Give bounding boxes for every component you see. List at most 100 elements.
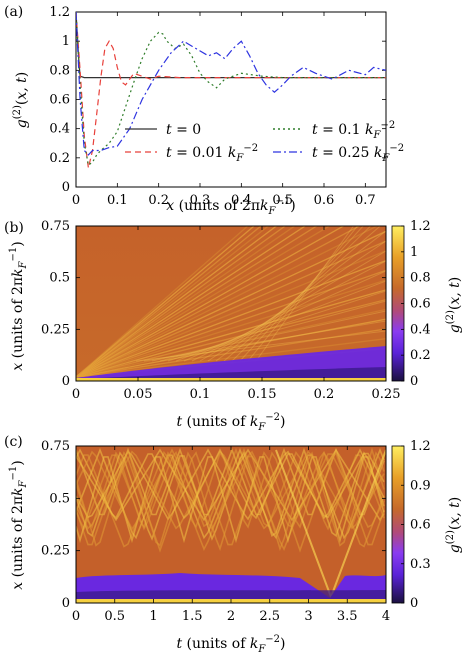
heatmap-fringe — [76, 226, 296, 378]
y-tick-label: 0.6 — [49, 93, 70, 108]
heatmap-fringe — [151, 310, 386, 362]
heatmap-fringe — [76, 450, 385, 530]
x-tick-label: 0.25 — [372, 387, 401, 402]
panel-b-frame — [75, 225, 387, 382]
heatmap-fringe — [76, 279, 386, 378]
heatmap-fringe — [76, 338, 386, 378]
heatmap-fringe — [76, 226, 262, 378]
x-tick-label: 4 — [382, 609, 390, 624]
y-tick-label: 0.5 — [49, 271, 70, 286]
colorbar-tick-label: 1.2 — [410, 219, 431, 234]
heatmap-fringe — [76, 308, 386, 378]
x-tick-label: 2.5 — [259, 609, 280, 624]
y-tick-label: 0.25 — [41, 544, 70, 559]
panel-a-series — [76, 12, 386, 169]
heatmap-fringe — [223, 226, 381, 362]
heatmap-fringe — [135, 330, 386, 362]
panel-b-label: (b) — [4, 220, 24, 236]
y-tick-label: 0 — [62, 596, 70, 611]
x-tick-label: 0.3 — [190, 193, 211, 208]
y-tick-label: 0.25 — [41, 322, 70, 337]
y-tick-label: 0.8 — [49, 63, 70, 78]
panel-c-axes: 0 0.5 1 1.5 2 2.5 3 3.5 4 0 0.25 0.5 0.75 — [41, 439, 390, 624]
svg-text:x (units of 2πkF−1): x (units of 2πkF−1) — [8, 241, 29, 370]
panel-a-label: (a) — [4, 4, 23, 20]
heatmap-fringe — [76, 226, 379, 378]
colorbar-tick-label: 0 — [410, 374, 418, 389]
y-tick-label: 0.2 — [49, 151, 70, 166]
x-tick-label: 0.05 — [124, 387, 153, 402]
colorbar-tick-label: 0.9 — [410, 478, 431, 493]
x-tick-label: 0.1 — [107, 193, 128, 208]
colorbar-tick-label: 0.3 — [410, 557, 431, 572]
colorbar-tick-label: 0.6 — [410, 297, 431, 312]
svg-text:g(2)(x, t): g(2)(x, t) — [445, 497, 463, 554]
heatmap-fringe — [76, 226, 270, 378]
y-tick-label: 0.5 — [49, 491, 70, 506]
panel-b-xlabel: t (units of kF−2) — [176, 412, 285, 433]
colorbar-tick-label: 0.4 — [410, 322, 431, 337]
heatmap-fringe — [231, 226, 372, 362]
panel-c-colorbar-label: g(2)(x, t) — [445, 497, 463, 554]
heatmap-fringe — [76, 298, 386, 378]
panel-a-legend: t = 0 t = 0.01 kF−2 t = 0.1 kF−2 t = 0.2… — [125, 120, 404, 164]
heatmap-fringe — [76, 226, 307, 378]
panel-b-colorbar-label: g(2)(x, t) — [445, 277, 463, 334]
x-tick-label: 0.4 — [231, 193, 252, 208]
heatmap-fringe — [175, 280, 386, 362]
panel-c-label: (c) — [4, 434, 23, 450]
series-line-3 — [76, 12, 386, 156]
x-tick-label: 0.2 — [314, 387, 335, 402]
panel-c-ylabel: x (units of 2πkF−1) — [8, 460, 29, 589]
heatmap-fringe — [76, 451, 385, 553]
colorbar-tick-label: 0.6 — [410, 518, 431, 533]
panel-a-axes: 0 0.1 0.2 0.3 0.4 0.5 0.6 0.7 0 0.2 0.4 0.6 0.8 1 1.2 — [49, 5, 386, 208]
x-tick-label: 3.5 — [337, 609, 358, 624]
svg-text:g(2)(x, t): g(2)(x, t) — [12, 72, 30, 129]
panel-a-ylabel: g(2)(x, t) — [12, 72, 30, 129]
heatmap-fringe — [76, 448, 385, 531]
x-tick-label: 0.2 — [148, 193, 169, 208]
x-tick-label: 0.6 — [314, 193, 335, 208]
y-tick-label: 0.75 — [41, 439, 70, 454]
panel-c-heatmap — [76, 446, 386, 603]
panel-c-colorbar-ticks: 0 0.3 0.6 0.9 1.2 — [401, 439, 431, 611]
heatmap-fringe — [76, 230, 386, 378]
heatmap-fringe — [76, 289, 386, 378]
y-tick-label: 0 — [62, 374, 70, 389]
panel-c-xlabel: t (units of kF−2) — [176, 634, 285, 655]
colorbar-tick-label: 0.8 — [410, 271, 431, 286]
x-tick-label: 0 — [72, 387, 80, 402]
heatmap-fringe — [76, 226, 361, 378]
heatmap-fringe — [247, 226, 359, 362]
legend-item-t001: t = 0.01 kF−2 — [125, 143, 258, 164]
svg-text:t = 0.25 kF−2: t = 0.25 kF−2 — [312, 143, 404, 164]
heatmap-fringe — [76, 226, 318, 378]
heatmap-fringe — [76, 259, 386, 378]
y-tick-label: 0 — [62, 180, 70, 195]
heatmap-fringe — [76, 226, 345, 378]
series-line-2 — [76, 12, 386, 167]
panel-b-colorbar-ticks: 0 0.2 0.4 0.6 0.8 1 1.2 — [401, 219, 431, 389]
x-tick-label: 1 — [149, 609, 157, 624]
svg-text:x (units of 2πkF−1): x (units of 2πkF−1) — [8, 460, 29, 589]
heatmap-fringe — [199, 250, 386, 362]
legend-item-t025: t = 0.25 kF−2 — [273, 143, 404, 164]
heatmap-fringe — [76, 456, 385, 544]
heatmap-fringe — [239, 226, 364, 362]
y-tick-label: 1.2 — [49, 5, 70, 20]
legend-item-t0: t = 0 — [125, 122, 201, 138]
x-tick-label: 3 — [304, 609, 312, 624]
heatmap-fringe — [183, 270, 386, 362]
heatmap-fringe — [207, 240, 386, 362]
x-tick-label: 0 — [72, 609, 80, 624]
colorbar-tick-label: 1 — [410, 245, 418, 260]
heatmap-fringe — [76, 451, 385, 529]
heatmap-fringe — [76, 448, 385, 520]
heatmap-fringe — [159, 300, 386, 362]
svg-text:t = 0: t = 0 — [166, 122, 201, 138]
heatmap-fringe — [76, 226, 256, 378]
y-tick-label: 0.4 — [49, 122, 70, 137]
heatmap-fringe — [76, 226, 249, 378]
